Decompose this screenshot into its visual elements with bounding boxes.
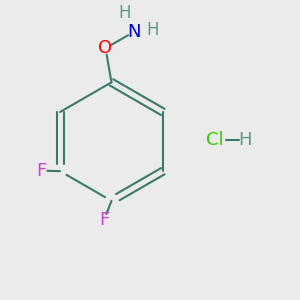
- Text: N: N: [127, 23, 140, 41]
- Text: F: F: [36, 162, 46, 180]
- Text: O: O: [98, 39, 112, 57]
- Text: F: F: [99, 211, 109, 229]
- Text: H: H: [238, 131, 252, 149]
- Text: Cl: Cl: [206, 131, 224, 149]
- Text: H: H: [118, 4, 131, 22]
- Text: H: H: [147, 22, 159, 40]
